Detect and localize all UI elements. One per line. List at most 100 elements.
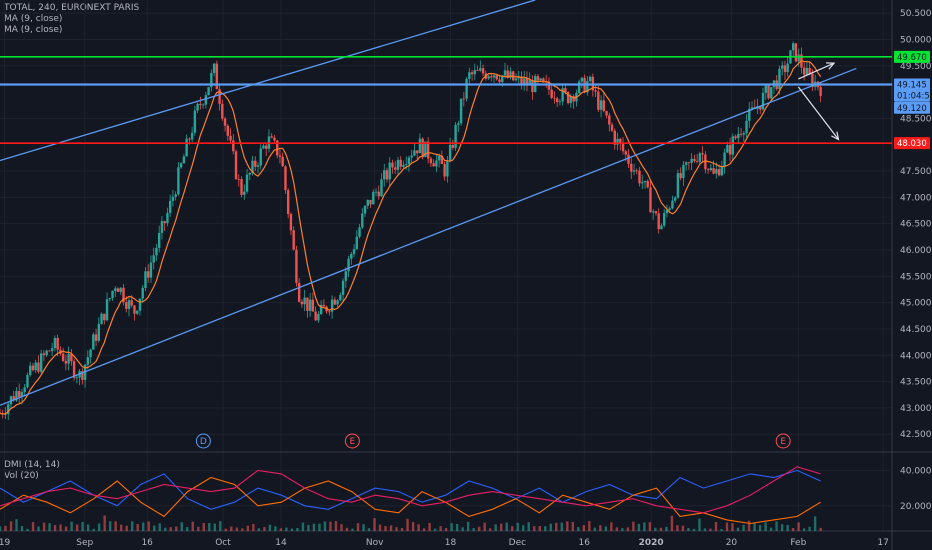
- volume-bar: [20, 526, 24, 531]
- volume-bar: [670, 515, 674, 531]
- channel-lower-line: [0, 67, 857, 406]
- price-axis-labels: 50.500 50.000 49.500 48.500 47.500 47.000 46.5…: [900, 9, 932, 440]
- volume-bars: [0, 515, 822, 531]
- candle-body: [391, 162, 394, 168]
- candle-body: [553, 97, 556, 99]
- candle-body: [374, 191, 378, 193]
- candle-body: [610, 124, 614, 131]
- candle-body: [254, 160, 257, 167]
- price-tag: 49.670: [894, 50, 930, 63]
- candle-body: [715, 169, 718, 174]
- volume-bar: [384, 526, 387, 531]
- candle-body: [245, 174, 249, 192]
- grid-vertical: [3, 0, 884, 531]
- price-tag: 49.145: [894, 78, 930, 91]
- volume-bar: [147, 521, 150, 531]
- ma-indicator-2[interactable]: MA (9, close): [4, 25, 63, 35]
- candle-body: [130, 300, 133, 306]
- price-tag-label: 49.120: [897, 104, 927, 114]
- event-marker-circle: [195, 433, 211, 449]
- volume-bar: [323, 521, 327, 531]
- candle-body: [750, 107, 754, 109]
- candle-body: [764, 85, 767, 93]
- candle-body: [116, 288, 120, 292]
- candle-body: [182, 156, 186, 164]
- candle-body: [64, 360, 68, 364]
- candle-body: [328, 311, 331, 313]
- candle-body: [728, 145, 732, 155]
- volume-bar: [97, 523, 101, 531]
- price-tick-label: 47.500: [900, 167, 932, 177]
- price-tick-label: 48.500: [900, 114, 932, 124]
- volume-bar: [312, 523, 316, 531]
- candle-body: [426, 141, 430, 159]
- candle-body: [136, 310, 139, 314]
- candle-body: [308, 299, 312, 311]
- event-marker-label: E: [780, 437, 786, 447]
- candle-body: [641, 182, 644, 184]
- candle-body: [344, 271, 348, 281]
- candle-body: [70, 353, 73, 362]
- candle-body: [462, 98, 466, 100]
- event-marker[interactable]: E: [775, 433, 791, 449]
- volume-bar: [378, 524, 382, 531]
- volume-bar: [334, 521, 338, 531]
- candle-body: [470, 72, 474, 75]
- volume-bar: [819, 527, 822, 531]
- volume-bar: [753, 522, 756, 531]
- volume-bar: [428, 522, 431, 531]
- volume-bar: [560, 522, 563, 531]
- volume-bar: [703, 528, 707, 531]
- time-tick-label: 16: [579, 538, 591, 548]
- candle-body: [602, 100, 606, 111]
- candle-body: [396, 159, 400, 170]
- volume-bar: [9, 521, 13, 531]
- candle-body: [566, 92, 570, 104]
- candle-body: [660, 225, 663, 230]
- candle-body: [429, 158, 433, 164]
- volume-bar: [356, 523, 360, 531]
- volume-bar: [86, 524, 90, 531]
- candle-body: [635, 170, 638, 172]
- candle-body: [295, 249, 298, 283]
- candle-body: [440, 156, 444, 164]
- candle-body: [693, 158, 696, 162]
- volume-bar: [345, 527, 349, 531]
- price-tag: 48.030: [894, 137, 930, 150]
- candle-body: [558, 101, 562, 103]
- candle-body: [778, 68, 781, 90]
- candle-body: [437, 156, 441, 161]
- volume-bar: [747, 520, 751, 531]
- candle-body: [56, 337, 59, 350]
- candle-body: [531, 80, 534, 92]
- candle-body: [67, 353, 70, 364]
- candle-body: [657, 213, 660, 230]
- candle-body: [528, 80, 531, 86]
- dmi-indicator[interactable]: DMI (14, 14): [4, 460, 60, 470]
- candle-body: [621, 143, 625, 152]
- volume-bar: [362, 524, 365, 531]
- event-marker[interactable]: E: [344, 433, 360, 449]
- time-tick-label: 18: [445, 538, 457, 548]
- time-tick-label: 17: [877, 538, 888, 548]
- volume-bar: [566, 521, 569, 531]
- volume-bar: [764, 522, 767, 531]
- volume-bar: [351, 528, 354, 531]
- volume-bar: [499, 523, 503, 531]
- volume-bar: [400, 528, 404, 531]
- candle-body: [108, 298, 111, 300]
- price-tick-label: 43.500: [900, 378, 932, 388]
- candle-body: [31, 365, 35, 371]
- event-marker[interactable]: D: [195, 433, 211, 449]
- vol-indicator[interactable]: Vol (20): [4, 471, 39, 481]
- candle-body: [509, 71, 512, 78]
- ma-indicator-1[interactable]: MA (9, close): [4, 14, 63, 24]
- projection-arrows: [797, 62, 840, 141]
- volume-bar: [769, 527, 773, 531]
- candle-body: [706, 169, 710, 171]
- volume-bar: [53, 524, 57, 531]
- candle-body: [45, 350, 48, 356]
- volume-bar: [720, 528, 723, 531]
- volume-bar: [103, 515, 106, 531]
